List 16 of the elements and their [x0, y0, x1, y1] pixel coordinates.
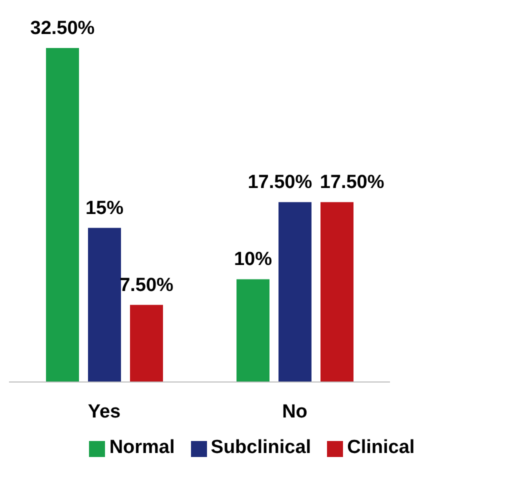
- data-label: 17.50%: [320, 172, 384, 194]
- bar: [88, 228, 121, 382]
- bar: [236, 279, 270, 382]
- bar: [278, 202, 312, 382]
- x-tick-label: Yes: [88, 401, 121, 422]
- bar: [46, 48, 79, 382]
- data-label: 10%: [234, 249, 272, 270]
- data-label: 15%: [85, 198, 124, 219]
- legend-label: Normal: [109, 437, 175, 458]
- bar: [130, 304, 163, 382]
- data-label: 17.50%: [248, 172, 312, 194]
- legend-label: Subclinical: [210, 437, 312, 458]
- legend-label: Clinical: [347, 437, 415, 458]
- data-label: 32.50%: [30, 18, 95, 39]
- bar: [320, 202, 354, 382]
- x-tick-label: No: [282, 401, 308, 422]
